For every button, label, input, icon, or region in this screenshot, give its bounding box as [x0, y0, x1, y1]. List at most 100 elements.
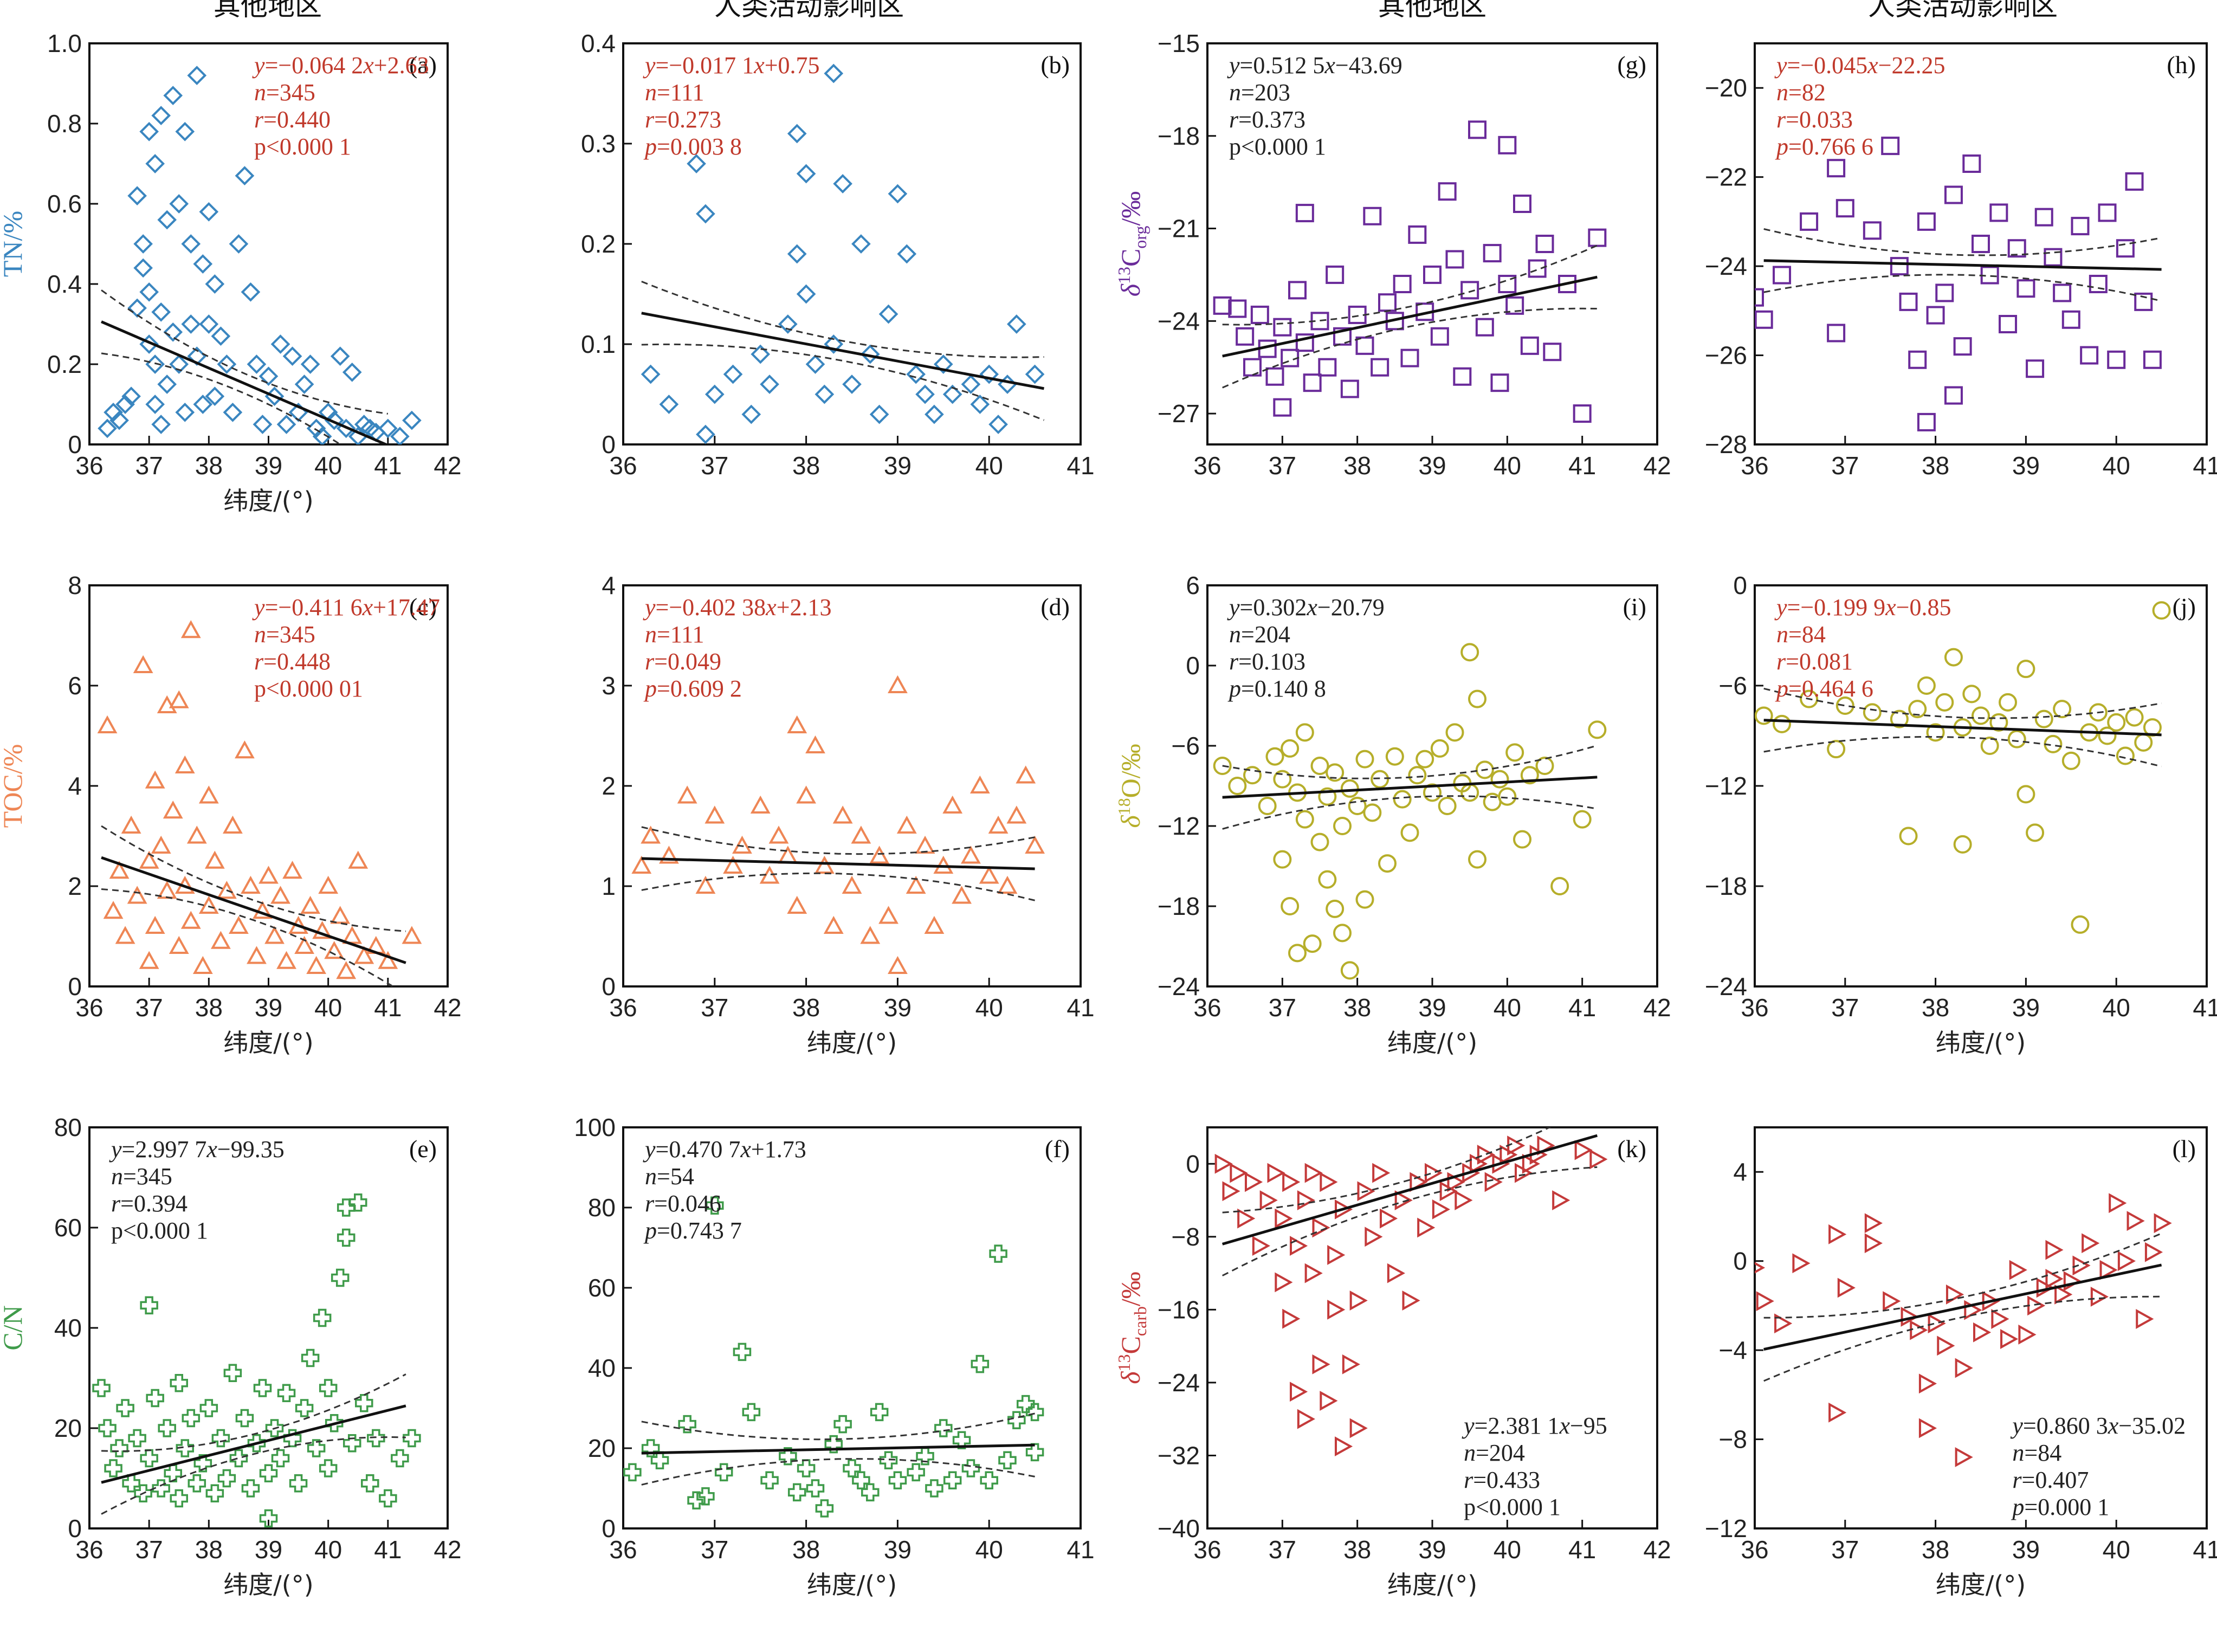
data-point-e-8: [140, 1449, 158, 1468]
data-point-e-29: [253, 1379, 272, 1397]
data-point-l-11: [1910, 1320, 1928, 1340]
data-point-k-35: [1402, 1290, 1420, 1311]
data-point-g-30: [1430, 327, 1449, 346]
x-axis-label-d: 纬度/(°): [807, 1028, 897, 1057]
x-tick-label-k-5: 41: [1568, 1535, 1596, 1564]
x-tick-label-d-1: 37: [701, 993, 728, 1022]
x-tick-label-e-1: 37: [135, 1535, 163, 1564]
data-point-f-24: [907, 1463, 925, 1482]
data-point-h-30: [2061, 310, 2080, 329]
data-point-g-33: [1453, 367, 1472, 386]
y-tick-label-k-2: −24: [1158, 1369, 1200, 1397]
stats-g-line-3: p<0.000 1: [1229, 133, 1326, 160]
data-point-b-38: [1025, 364, 1045, 384]
data-point-e-32: [265, 1419, 284, 1437]
data-point-l-39: [2136, 1309, 2154, 1329]
x-tick-label-d-0: 36: [609, 993, 637, 1022]
data-point-a-26: [181, 234, 201, 254]
data-point-j-30: [2089, 703, 2108, 722]
data-point-j-7: [1899, 827, 1918, 846]
data-point-e-47: [342, 1434, 361, 1453]
data-point-b-14: [796, 284, 816, 304]
x-tick-label-g-2: 38: [1343, 451, 1371, 480]
regression-line-e: [101, 1404, 406, 1484]
data-point-a-3: [115, 395, 135, 414]
data-point-k-18: [1312, 1354, 1330, 1374]
x-tick-label-a-0: 36: [75, 451, 103, 480]
data-point-c-17: [174, 755, 195, 773]
data-point-c-46: [330, 906, 351, 924]
data-point-b-26: [897, 244, 917, 264]
data-point-f-15: [815, 1499, 834, 1518]
stats-l-line-2: r=0.407: [2012, 1467, 2089, 1493]
x-tick-label-c-1: 37: [135, 993, 163, 1022]
x-tick-label-g-4: 40: [1494, 451, 1521, 480]
data-point-g-12: [1295, 204, 1314, 223]
plot-frame-h: [1754, 42, 2208, 446]
regression-line-f: [641, 1443, 1035, 1455]
x-tick-label-h-0: 36: [1741, 451, 1768, 480]
data-point-h-28: [2044, 248, 2063, 267]
data-point-j-17: [1980, 737, 1999, 755]
y-tick-label-b-0: 0: [602, 430, 616, 459]
data-point-e-23: [217, 1469, 236, 1488]
data-point-i-49: [1513, 830, 1531, 849]
data-point-g-6: [1265, 367, 1284, 386]
plot-frame-l: [1754, 1126, 2208, 1530]
y-tick-label-k-4: −8: [1172, 1223, 1200, 1251]
data-point-e-30: [259, 1509, 278, 1528]
data-point-k-11: [1282, 1308, 1301, 1329]
data-point-b-25: [888, 184, 908, 204]
data-point-d-12: [787, 715, 807, 733]
y-axis-label-k: δ13Ccarb/‰: [1114, 1272, 1150, 1384]
data-point-i-13: [1303, 934, 1322, 953]
data-point-d-37: [997, 875, 1018, 894]
data-point-f-21: [870, 1403, 889, 1422]
data-point-e-34: [277, 1384, 296, 1402]
data-point-j-10: [1926, 723, 1945, 742]
data-point-c-44: [318, 875, 339, 894]
data-point-i-25: [1355, 750, 1374, 769]
data-point-e-31: [259, 1464, 278, 1482]
stats-a-line-3: p<0.000 1: [254, 133, 351, 160]
data-point-e-52: [379, 1489, 397, 1508]
data-point-c-36: [270, 886, 290, 904]
data-point-k-29: [1357, 1181, 1375, 1202]
data-point-l-2: [1774, 1313, 1793, 1334]
data-point-c-10: [145, 915, 165, 934]
data-point-h-10: [1899, 292, 1918, 311]
data-point-e-2: [104, 1459, 122, 1477]
panel-b: 36 37 38 39 40 41 0 0.1 0.2 0.3 0.4 (b) y=−0.017 1x+…: [581, 29, 1095, 480]
data-point-i-36: [1430, 739, 1449, 758]
data-point-l-3: [1792, 1253, 1811, 1274]
data-point-l-33: [2082, 1233, 2100, 1254]
data-point-k-19: [1312, 1217, 1330, 1238]
data-point-l-25: [2018, 1324, 2037, 1345]
x-tick-label-e-0: 36: [75, 1535, 103, 1564]
y-tick-label-k-1: −32: [1158, 1441, 1200, 1469]
data-point-a-38: [223, 402, 243, 422]
data-point-d-25: [888, 956, 908, 974]
data-point-j-22: [2016, 785, 2035, 804]
y-tick-label-f-2: 40: [588, 1354, 616, 1382]
stats-a-line-1: n=345: [254, 79, 315, 106]
data-point-a-7: [133, 234, 153, 254]
y-tick-label-h-1: −26: [1705, 341, 1747, 370]
data-point-l-6: [1837, 1277, 1856, 1298]
points-c: [97, 620, 422, 986]
data-point-i-4: [1265, 747, 1284, 766]
confidence-upper-l: [1763, 1232, 2162, 1319]
panel-label-c: (c): [409, 593, 437, 621]
data-point-b-23: [869, 404, 889, 424]
data-point-d-17: [823, 915, 844, 934]
data-point-a-39: [229, 234, 249, 254]
x-tick-label-l-2: 38: [1922, 1535, 1949, 1564]
data-point-k-9: [1275, 1208, 1293, 1229]
data-point-b-15: [805, 354, 825, 374]
x-tick-label-b-2: 38: [792, 451, 820, 480]
x-tick-label-k-3: 39: [1418, 1535, 1446, 1564]
data-point-c-1: [103, 901, 124, 919]
column-header-3: 其他地区: [1378, 0, 1486, 22]
data-point-l-5: [1828, 1224, 1847, 1244]
confidence-upper-j: [1763, 687, 2162, 719]
